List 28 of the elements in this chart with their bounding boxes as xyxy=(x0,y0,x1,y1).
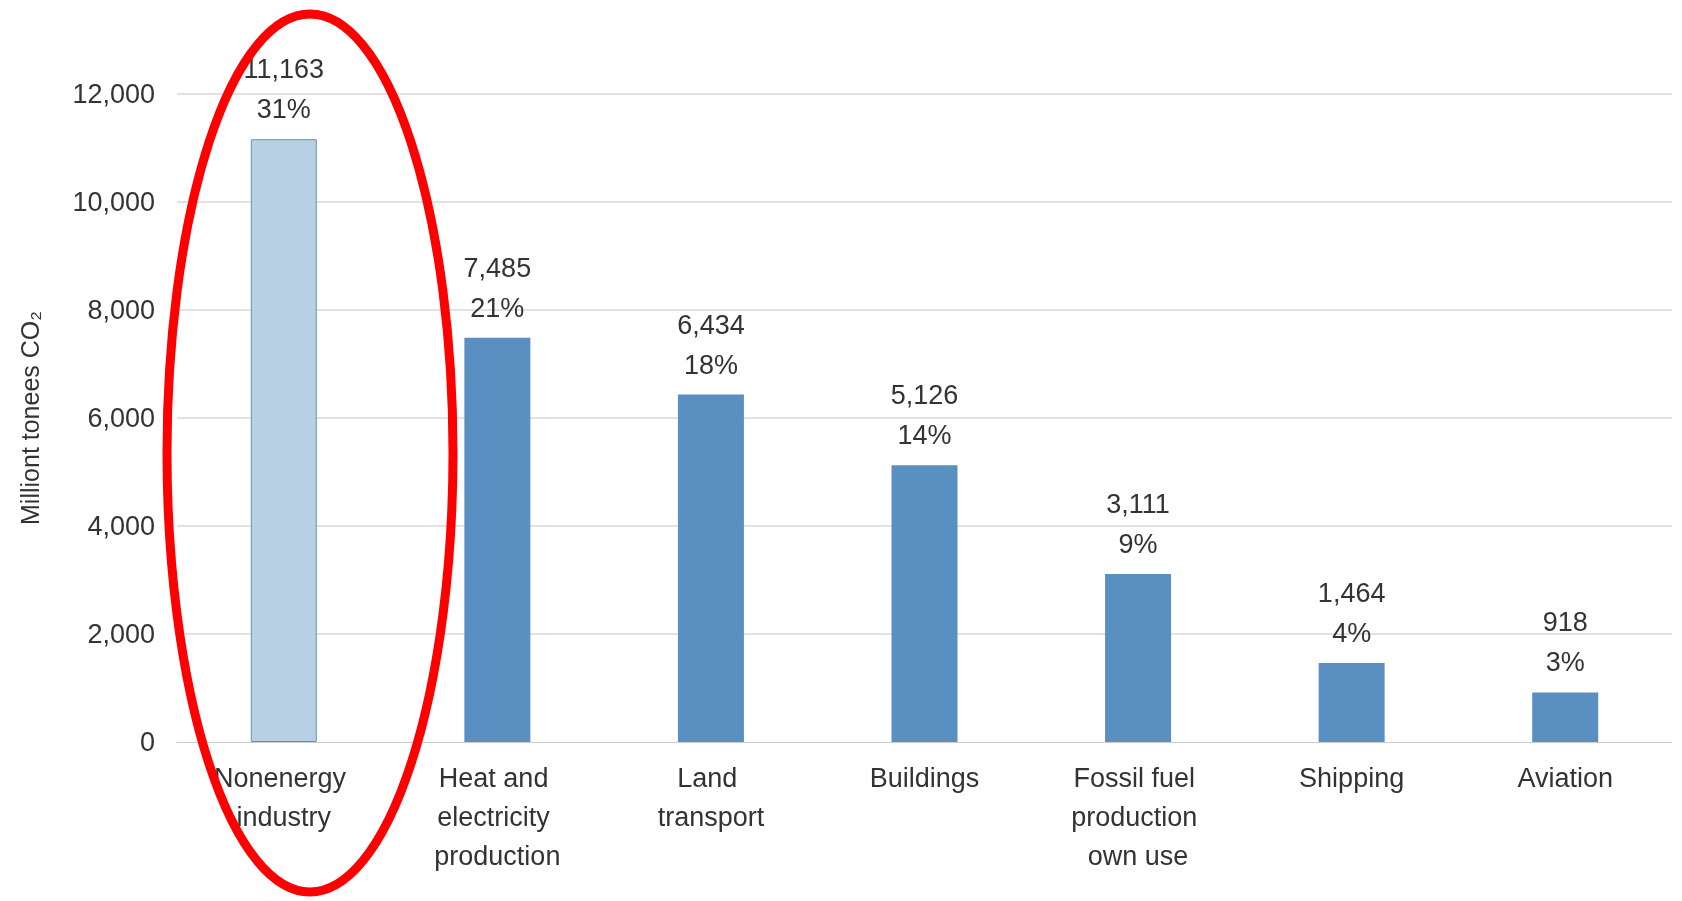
x-tick-label: Land transport xyxy=(657,762,765,832)
y-tick-label: 2,000 xyxy=(87,619,155,649)
data-label: 6,434 18% xyxy=(677,309,745,380)
bar xyxy=(250,139,317,742)
y-tick-label: 0 xyxy=(139,727,155,757)
data-label: 918 3% xyxy=(1542,607,1588,678)
bar xyxy=(1318,662,1385,742)
bar xyxy=(464,337,531,742)
x-tick-label: Shipping xyxy=(1299,762,1405,793)
y-axis-title: Milliont tonees CO₂ xyxy=(15,311,44,525)
x-tick-label: Fossil fuel production own use xyxy=(1071,762,1205,871)
y-tick-label: 8,000 xyxy=(87,295,155,325)
bar xyxy=(1532,692,1599,742)
y-tick-label: 12,000 xyxy=(72,79,155,109)
y-tick-label: 4,000 xyxy=(87,511,155,541)
bar xyxy=(1105,574,1172,742)
data-label: 11,163 31% xyxy=(243,54,325,125)
data-label: 7,485 21% xyxy=(463,252,532,323)
y-tick-label: 10,000 xyxy=(72,187,155,217)
x-tick-label: Buildings xyxy=(869,762,980,793)
data-label: 3,111 9% xyxy=(1106,489,1170,560)
y-tick-label: 6,000 xyxy=(87,403,155,433)
bar xyxy=(677,394,744,742)
x-tick-label: Heat and electricity production xyxy=(434,762,561,871)
data-label: 1,464 4% xyxy=(1317,577,1386,648)
x-tick-label: Aviation xyxy=(1517,762,1613,793)
data-label: 5,126 14% xyxy=(890,380,959,451)
bar xyxy=(891,465,958,742)
